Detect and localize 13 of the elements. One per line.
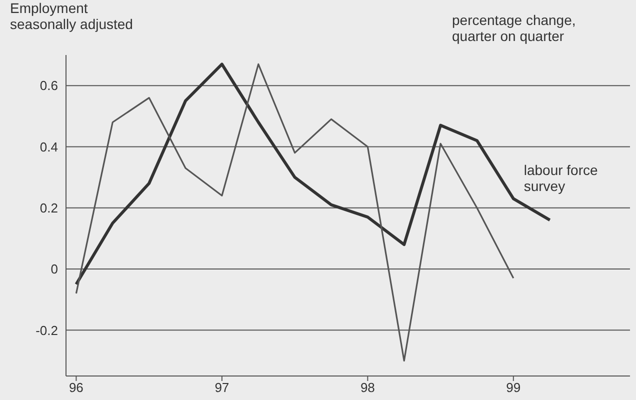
y-tick-label: -0.2: [36, 322, 58, 338]
y-tick-label: 0.6: [40, 78, 58, 94]
x-tick-label: 97: [214, 380, 230, 396]
y-tick-label: 0.4: [40, 139, 58, 154]
y-tick-label: 0: [50, 262, 58, 277]
x-tick-label: 99: [506, 380, 521, 396]
chart-title: Employment: [10, 0, 89, 16]
text: percentage change, quarter on quarter: [452, 12, 577, 44]
y-tick-label: 0.2: [40, 200, 58, 216]
series-label: labour force survey: [524, 162, 599, 194]
x-tick-label: 96: [68, 380, 84, 396]
chart-subtitle: seasonally adjusted: [10, 16, 133, 32]
x-tick-label: 98: [360, 380, 375, 396]
